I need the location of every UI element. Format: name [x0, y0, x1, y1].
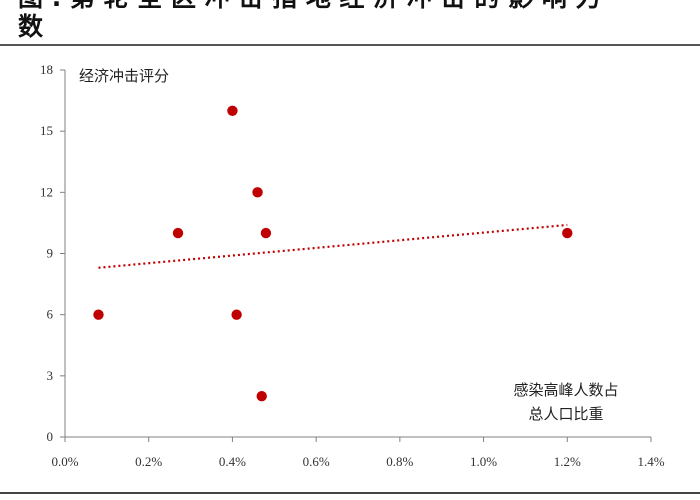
data-point	[231, 309, 242, 320]
data-point	[256, 391, 267, 402]
y-tick-label: 12	[40, 184, 53, 199]
data-point	[93, 309, 104, 320]
chart-title-line2: 数	[18, 12, 44, 41]
data-point	[227, 105, 238, 116]
y-tick-label: 6	[47, 307, 54, 322]
x-tick-label: 0.4%	[219, 454, 246, 469]
x-tick-label: 0.8%	[386, 454, 413, 469]
data-point	[562, 227, 573, 239]
top-rule	[0, 44, 700, 46]
y-tick-label: 9	[47, 246, 54, 261]
trendline	[98, 223, 568, 269]
x-axis-title: 总人口比重	[528, 405, 603, 423]
data-point	[260, 227, 272, 239]
x-tick-label: 0.6%	[303, 454, 330, 469]
y-tick-label: 3	[47, 368, 54, 383]
y-tick-label: 0	[47, 429, 54, 444]
chart-title: 图 . 第 轮 全 区 冲 击 指 地 经 济 冲 击 的 影 响 力 数	[18, 0, 694, 42]
x-tick-label: 1.2%	[554, 454, 581, 469]
x-tick-label: 0.0%	[51, 454, 78, 469]
x-tick-label: 1.0%	[470, 454, 497, 469]
y-tick-label: 18	[40, 62, 53, 77]
x-axis-title: 感染高峰人数占	[513, 381, 618, 399]
x-tick-label: 0.2%	[135, 454, 162, 469]
y-tick-label: 15	[40, 123, 53, 138]
data-point	[252, 187, 263, 198]
x-tick-label: 1.4%	[637, 454, 664, 469]
chart-title-line1: 图 . 第 轮 全 区 冲 击 指 地 经 济 冲 击 的 影 响 力	[18, 0, 600, 12]
data-point	[172, 227, 184, 239]
bottom-rule	[0, 492, 700, 494]
y-axis-title: 经济冲击评分	[79, 67, 169, 85]
